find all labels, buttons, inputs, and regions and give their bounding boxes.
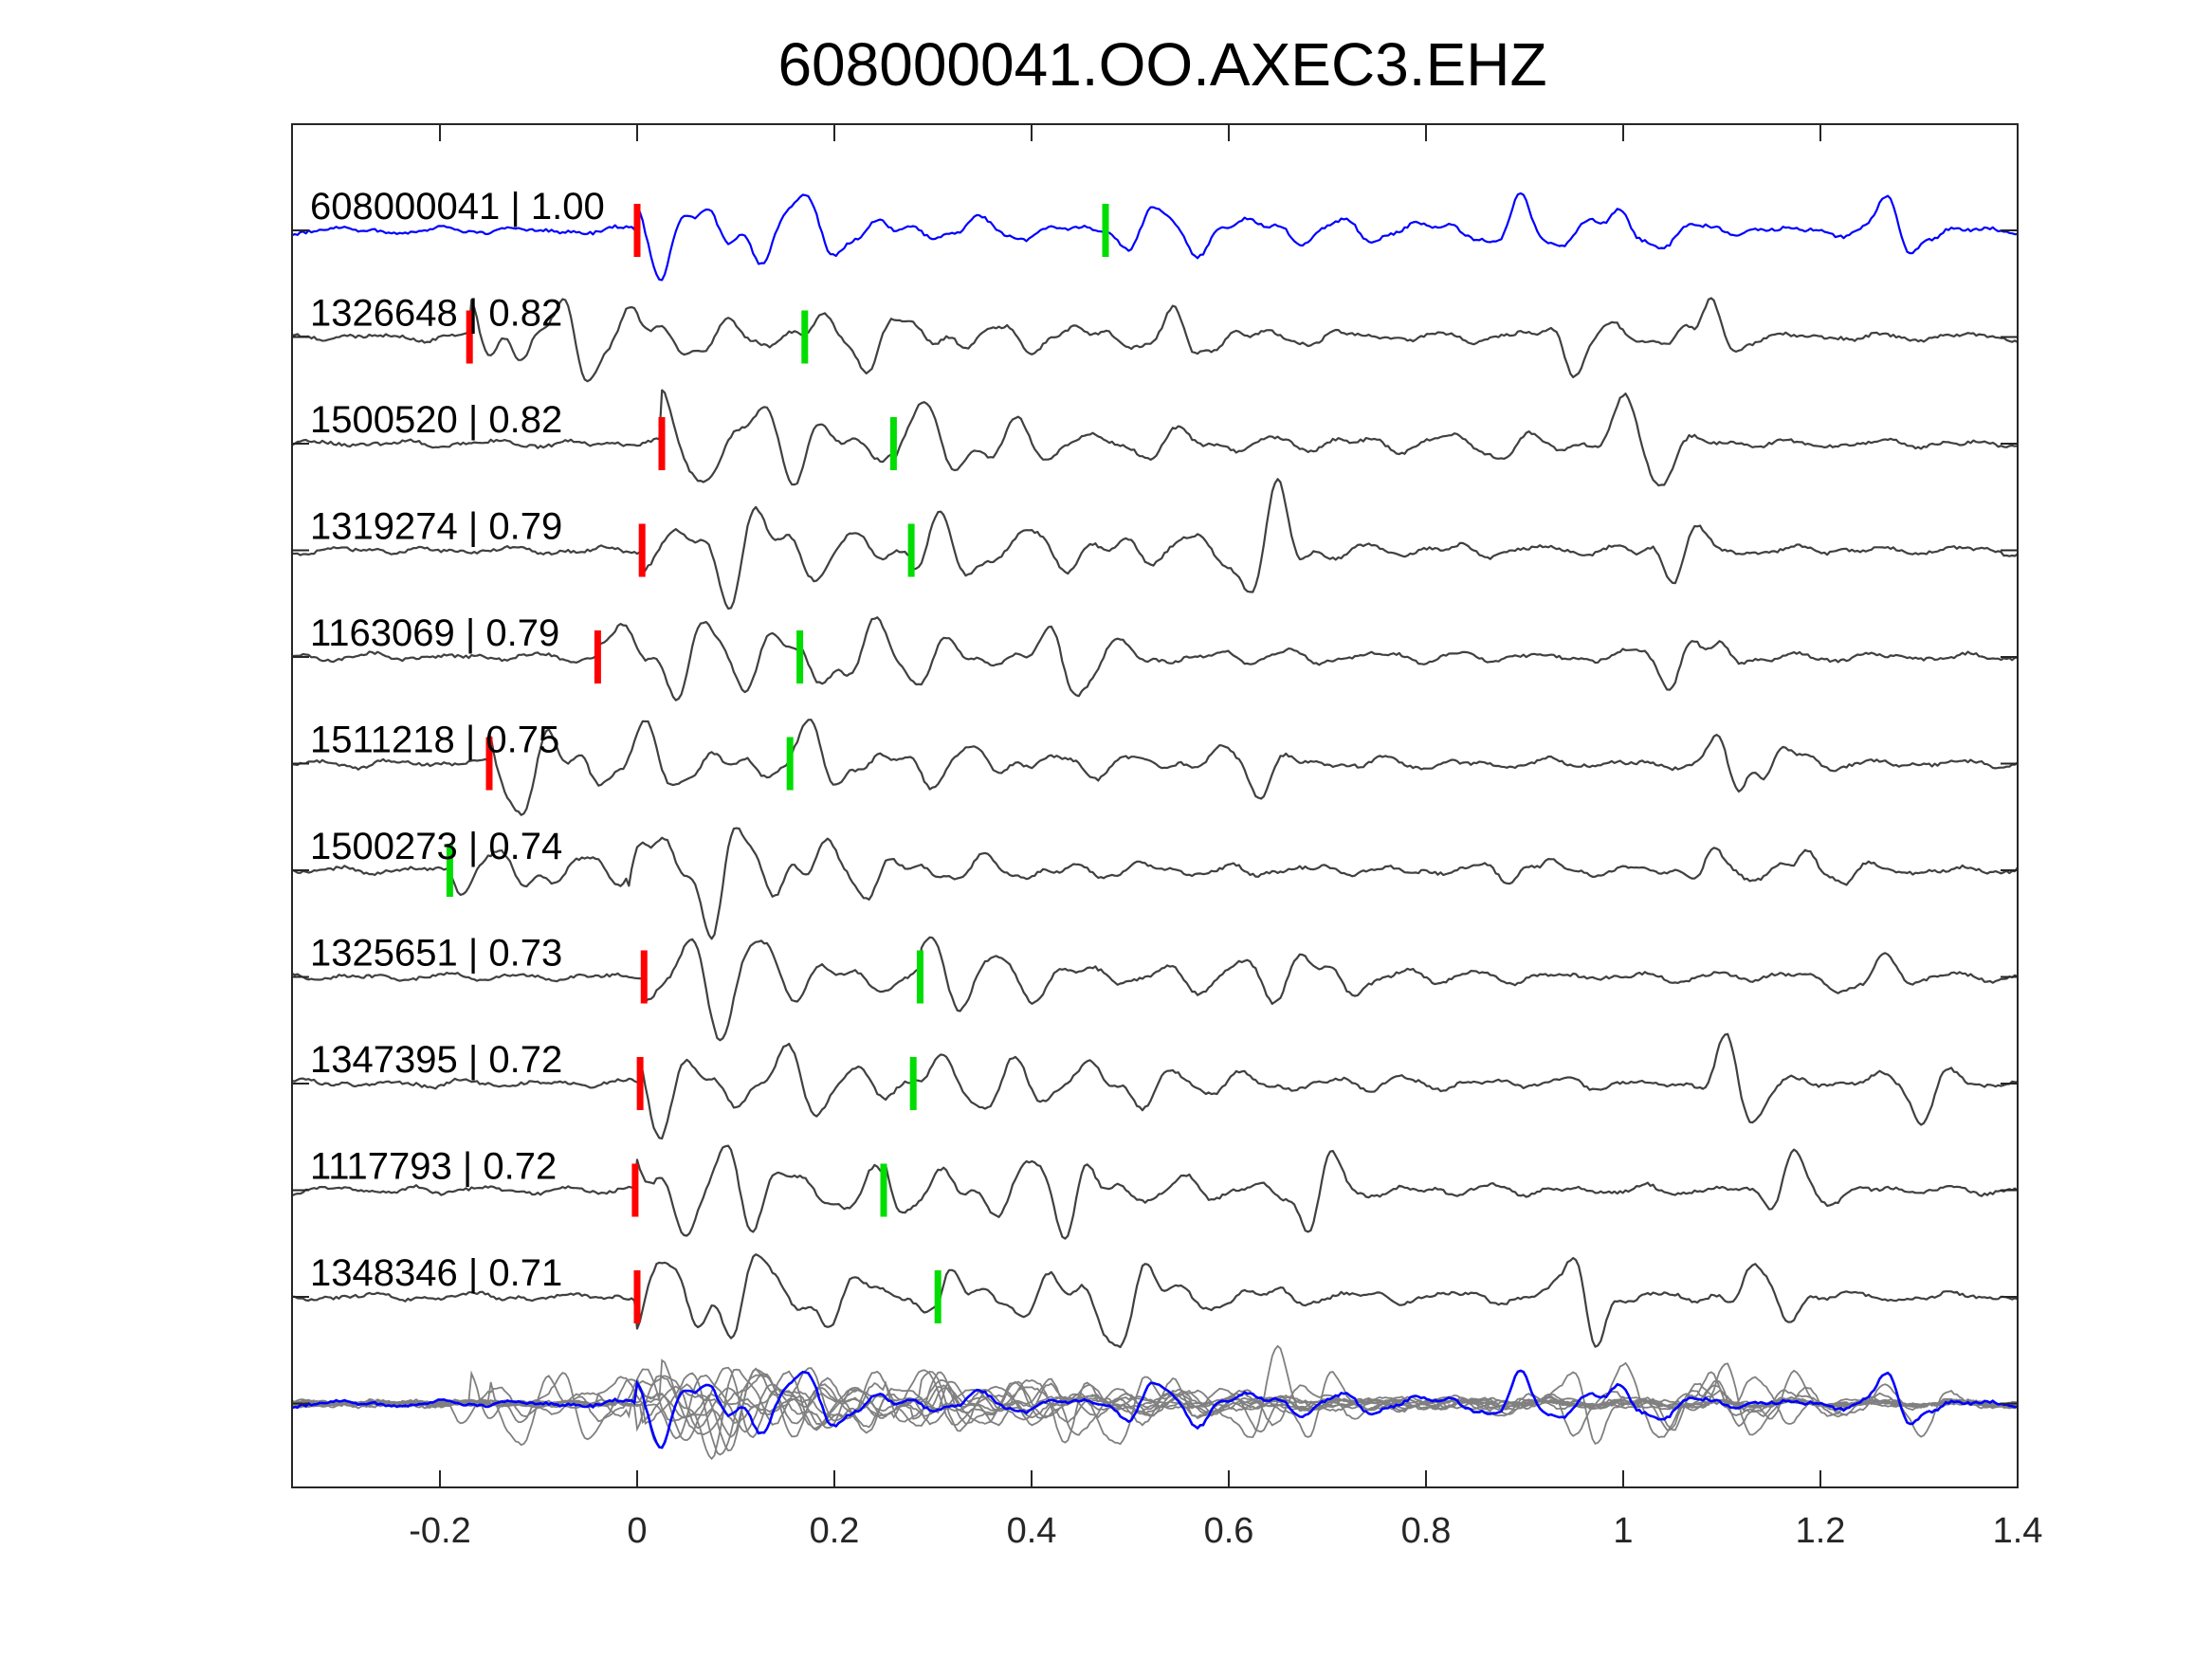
- trace-label-1326648: 1326648 | 0.82: [310, 293, 562, 335]
- x-tick-label: 1: [1613, 1511, 1633, 1551]
- x-tick-label: 1.2: [1796, 1511, 1846, 1551]
- trace-label-608000041: 608000041 | 1.00: [310, 186, 605, 228]
- trace-line-1319274: [291, 478, 2019, 611]
- stack-overlay-trace: [291, 1367, 2019, 1447]
- trace-label-1117793: 1117793 | 0.72: [310, 1146, 557, 1188]
- trace-label-1348346: 1348346 | 0.71: [310, 1252, 562, 1294]
- stack-overlay-trace: [291, 1368, 2019, 1461]
- plot-area: 608000041 | 1.00 1326648 | 0.82 1500520 | …: [291, 123, 2043, 1551]
- trace-label-1347395: 1347395 | 0.72: [310, 1039, 562, 1081]
- trace-line-1325651: [291, 936, 2019, 1042]
- x-tick-label: 0.6: [1204, 1511, 1254, 1551]
- x-tick-label: 0.2: [810, 1511, 860, 1551]
- trace-line-1347395: [291, 1032, 2018, 1139]
- trace-line-1348346: [291, 1253, 2019, 1349]
- x-tick-label: 1.4: [1993, 1511, 2043, 1551]
- chart-title: 608000041.OO.AXEC3.EHZ: [777, 30, 1546, 99]
- trace-line-1163069: [291, 616, 2019, 702]
- trace-label-1325651: 1325651 | 0.73: [310, 933, 562, 975]
- trace-label-1500520: 1500520 | 0.82: [310, 399, 562, 441]
- x-tick-label: 0: [627, 1511, 647, 1551]
- trace-line-1500520: [291, 389, 2019, 487]
- trace-line-608000041: [291, 191, 2019, 282]
- x-tick-label: 0.4: [1007, 1511, 1057, 1551]
- trace-line-1117793: [291, 1144, 2019, 1240]
- stack-overlay-trace: [291, 1370, 2019, 1440]
- trace-line-1511218: [291, 719, 2019, 816]
- x-tick-label: 0.8: [1401, 1511, 1452, 1551]
- x-tick-label: -0.2: [409, 1511, 470, 1551]
- trace-label-1511218: 1511218 | 0.75: [310, 720, 559, 761]
- stack-reference-trace: [291, 1369, 2019, 1449]
- trace-label-1319274: 1319274 | 0.79: [310, 506, 562, 548]
- trace-label-1500273: 1500273 | 0.74: [310, 826, 562, 867]
- trace-line-1326648: [291, 297, 2019, 383]
- axes-frame: [291, 123, 2019, 1488]
- trace-line-1500273: [291, 827, 2019, 940]
- trace-label-1163069: 1163069 | 0.79: [310, 612, 559, 654]
